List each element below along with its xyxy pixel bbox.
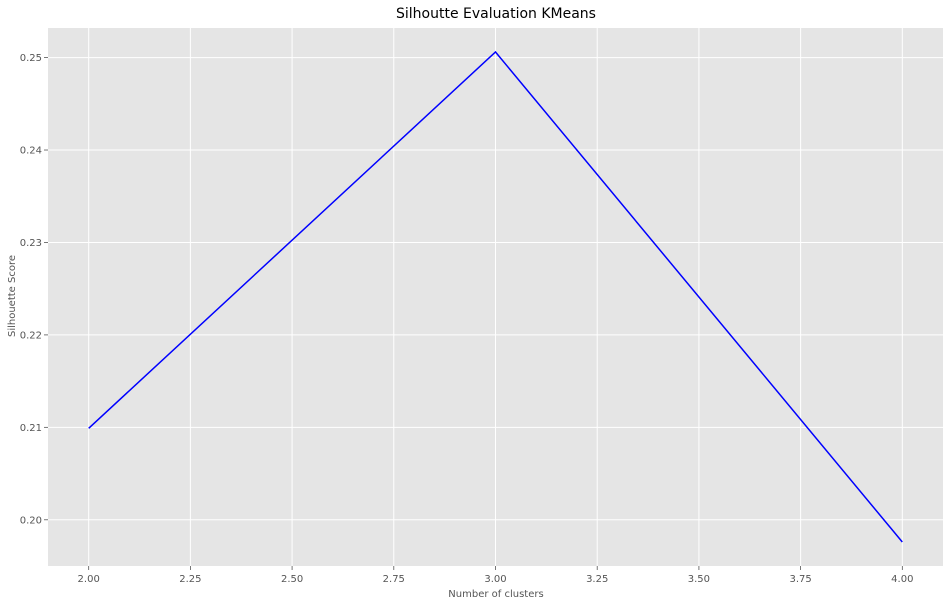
- series-line: [88, 50, 903, 543]
- y-tick-label: 0.24: [20, 146, 42, 157]
- x-tick-label: 3.00: [484, 574, 506, 585]
- y-axis-label: Silhouette Score: [7, 255, 18, 337]
- x-axis-label: Number of clusters: [448, 589, 543, 600]
- x-tick-label: 4.00: [891, 574, 913, 585]
- y-tick-label: 0.21: [20, 423, 42, 434]
- x-axis-ticks: 2.00 2.25 2.50 2.75 3.00 3.25 3.50 3.75 4.00: [78, 566, 913, 585]
- chart-title: Silhoutte Evaluation KMeans: [396, 6, 596, 22]
- x-tick-label: 3.25: [586, 574, 608, 585]
- series-layer: [88, 50, 903, 543]
- y-tick-label: 0.25: [20, 53, 42, 64]
- y-tick-label: 0.23: [20, 238, 42, 249]
- grid-lines: [48, 28, 943, 566]
- x-tick-label: 3.75: [789, 574, 811, 585]
- y-axis-ticks: 0.20 0.21 0.22 0.23 0.24 0.25: [20, 53, 48, 526]
- x-tick-label: 2.25: [179, 574, 201, 585]
- y-tick-label: 0.20: [20, 515, 42, 526]
- y-tick-label: 0.22: [20, 330, 42, 341]
- x-tick-label: 2.50: [281, 574, 303, 585]
- x-tick-label: 2.75: [383, 574, 405, 585]
- x-tick-label: 3.50: [688, 574, 710, 585]
- x-tick-label: 2.00: [78, 574, 100, 585]
